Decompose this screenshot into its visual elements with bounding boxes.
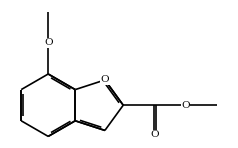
Text: O: O [181, 101, 190, 110]
Text: O: O [44, 38, 53, 47]
Text: O: O [150, 130, 159, 139]
Text: O: O [101, 75, 109, 85]
